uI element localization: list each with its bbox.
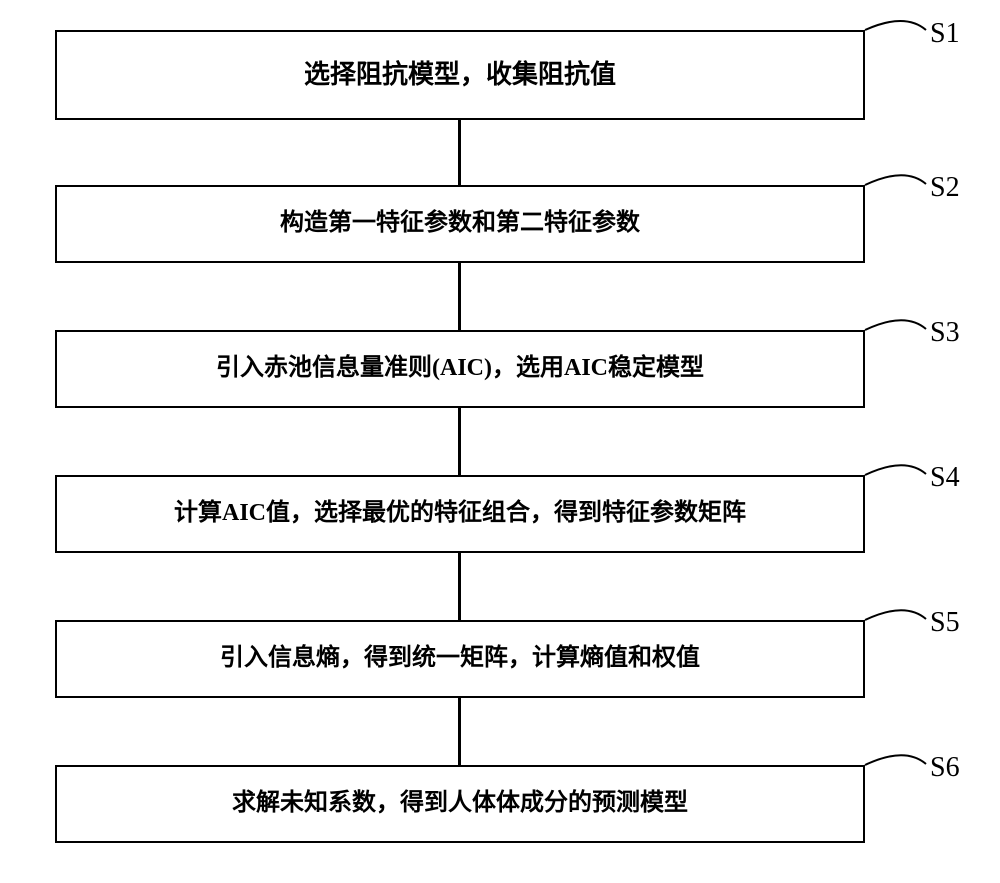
edge-s5-s6 xyxy=(458,698,461,765)
flow-node-s1: 选择阻抗模型，收集阻抗值 xyxy=(55,30,865,120)
step-label-s3: S3 xyxy=(930,317,960,349)
flow-node-text: 选择阻抗模型，收集阻抗值 xyxy=(304,58,616,92)
flow-node-text: 计算AIC值，选择最优的特征组合，得到特征参数矩阵 xyxy=(174,498,746,529)
edge-s3-s4 xyxy=(458,408,461,475)
edge-s2-s3 xyxy=(458,263,461,330)
flow-node-s3: 引入赤池信息量准则(AIC)，选用AIC稳定模型 xyxy=(55,330,865,408)
edge-s1-s2 xyxy=(458,120,461,185)
step-label-s2: S2 xyxy=(930,172,960,204)
edge-s4-s5 xyxy=(458,553,461,620)
flow-node-s5: 引入信息熵，得到统一矩阵，计算熵值和权值 xyxy=(55,620,865,698)
step-label-s5: S5 xyxy=(930,607,960,639)
flow-node-s4: 计算AIC值，选择最优的特征组合，得到特征参数矩阵 xyxy=(55,475,865,553)
flow-node-text: 引入赤池信息量准则(AIC)，选用AIC稳定模型 xyxy=(216,353,704,384)
leader-curve-s4 xyxy=(0,0,1000,883)
step-label-s4: S4 xyxy=(930,462,960,494)
step-label-s6: S6 xyxy=(930,752,960,784)
flow-node-text: 引入信息熵，得到统一矩阵，计算熵值和权值 xyxy=(220,643,700,674)
leader-curve-s3 xyxy=(0,0,1000,883)
flow-node-s6: 求解未知系数，得到人体体成分的预测模型 xyxy=(55,765,865,843)
leader-curve-s5 xyxy=(0,0,1000,883)
flow-node-s2: 构造第一特征参数和第二特征参数 xyxy=(55,185,865,263)
leader-curve-s2 xyxy=(0,0,1000,883)
flow-node-text: 求解未知系数，得到人体体成分的预测模型 xyxy=(232,788,688,819)
leader-curve-s6 xyxy=(0,0,1000,883)
leader-curve-s1 xyxy=(0,0,1000,883)
step-label-s1: S1 xyxy=(930,18,960,50)
flow-node-text: 构造第一特征参数和第二特征参数 xyxy=(280,208,640,239)
flowchart-canvas: 选择阻抗模型，收集阻抗值 S1 构造第一特征参数和第二特征参数 S2 引入赤池信息量准则… xyxy=(0,0,1000,883)
